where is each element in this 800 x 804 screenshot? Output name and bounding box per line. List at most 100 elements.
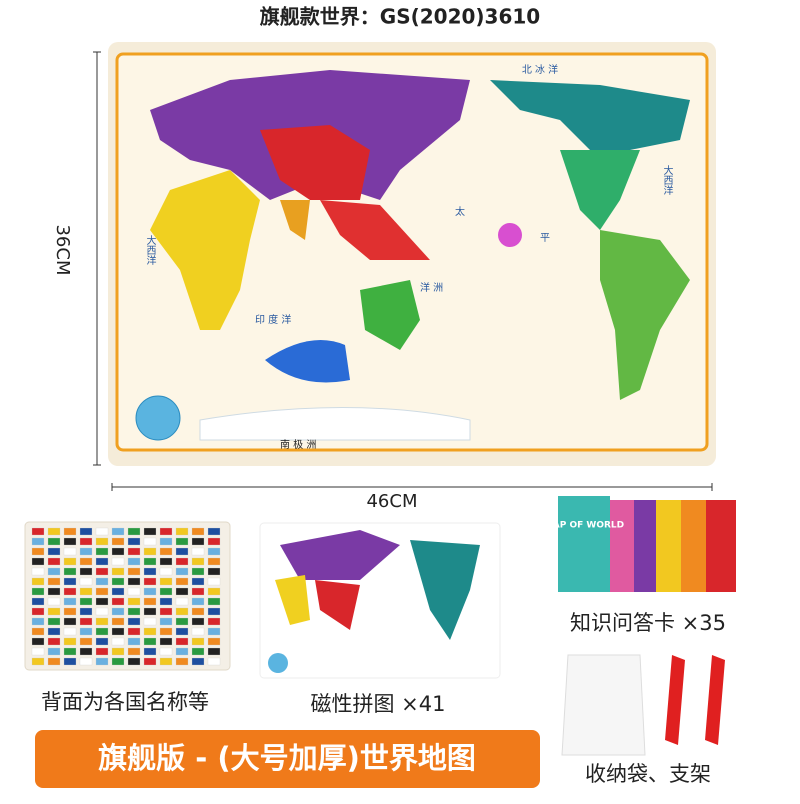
flag [31,537,45,546]
card-title: MAP OF WORLD [544,521,624,531]
flag [207,547,221,556]
ocean-label: 印 度 洋 [255,313,291,326]
flag [175,587,189,596]
item-label: 收纳袋、支架 [585,762,711,786]
ocean-label: 北 冰 洋 [522,63,558,76]
flag [79,577,93,586]
flag [127,617,141,626]
flag [79,527,93,536]
flag [159,657,173,666]
flag [143,537,157,546]
flag [207,617,221,626]
flag [79,597,93,606]
card [558,496,610,592]
flag [31,657,45,666]
flag [111,587,125,596]
flag [79,587,93,596]
width-label: 46CM [366,491,417,512]
flag [191,537,205,546]
antarctica [199,407,471,441]
flag [143,547,157,556]
flag [47,547,61,556]
puzzle-americas [410,540,480,640]
flag [159,527,173,536]
whale [265,340,350,383]
flag [111,657,125,666]
flag [63,527,77,536]
flag [111,597,125,606]
flag [47,617,61,626]
flag [111,557,125,566]
flag [207,647,221,656]
flag [79,647,93,656]
flag [191,617,205,626]
flag [127,557,141,566]
flag [79,657,93,666]
flag [207,657,221,666]
flag [191,647,205,656]
flag [111,527,125,536]
item-label: 磁性拼图 ×41 [311,692,446,716]
flag [127,607,141,616]
height-label: 36CM [52,224,73,275]
flag [159,637,173,646]
flag [175,607,189,616]
flag-grid [31,527,221,666]
flag [79,607,93,616]
flag [47,607,61,616]
flag [95,567,109,576]
flag [79,637,93,646]
flag [191,567,205,576]
ocean-label: 洋 洲 [420,281,443,294]
banner [35,730,540,788]
flag [63,587,77,596]
flag [191,597,205,606]
flag [79,627,93,636]
flag [31,527,45,536]
flag [159,537,173,546]
banner-text: 旗舰版 - (大号加厚)世界地图 [98,741,476,775]
southeast-asia [320,200,430,260]
title: 旗舰款世界：GS(2020)3610 [260,5,540,29]
octopus [498,223,522,247]
flag [63,557,77,566]
flag [95,587,109,596]
flag [191,547,205,556]
flag [79,617,93,626]
flag [127,537,141,546]
flag [127,577,141,586]
puzzle-compass [268,653,288,673]
flag [63,637,77,646]
flag [175,637,189,646]
flag [31,617,45,626]
flag [63,657,77,666]
africa [150,170,260,330]
flag [95,617,109,626]
flag [111,617,125,626]
flag [31,637,45,646]
item-label: 知识问答卡 ×35 [570,611,726,635]
puzzle-china [315,580,360,630]
flag [159,577,173,586]
flag [47,577,61,586]
flag [143,587,157,596]
flag [207,557,221,566]
flag [191,577,205,586]
flag [31,567,45,576]
flag [111,567,125,576]
flag [47,637,61,646]
flag [31,577,45,586]
flag [175,647,189,656]
flag [175,547,189,556]
flag [175,567,189,576]
flag [175,557,189,566]
flag [191,657,205,666]
flag [95,607,109,616]
flag [127,627,141,636]
flag [63,617,77,626]
flag [31,627,45,636]
flag [175,617,189,626]
flag [111,637,125,646]
item-label: 背面为各国名称等 [41,690,209,714]
flag [47,627,61,636]
